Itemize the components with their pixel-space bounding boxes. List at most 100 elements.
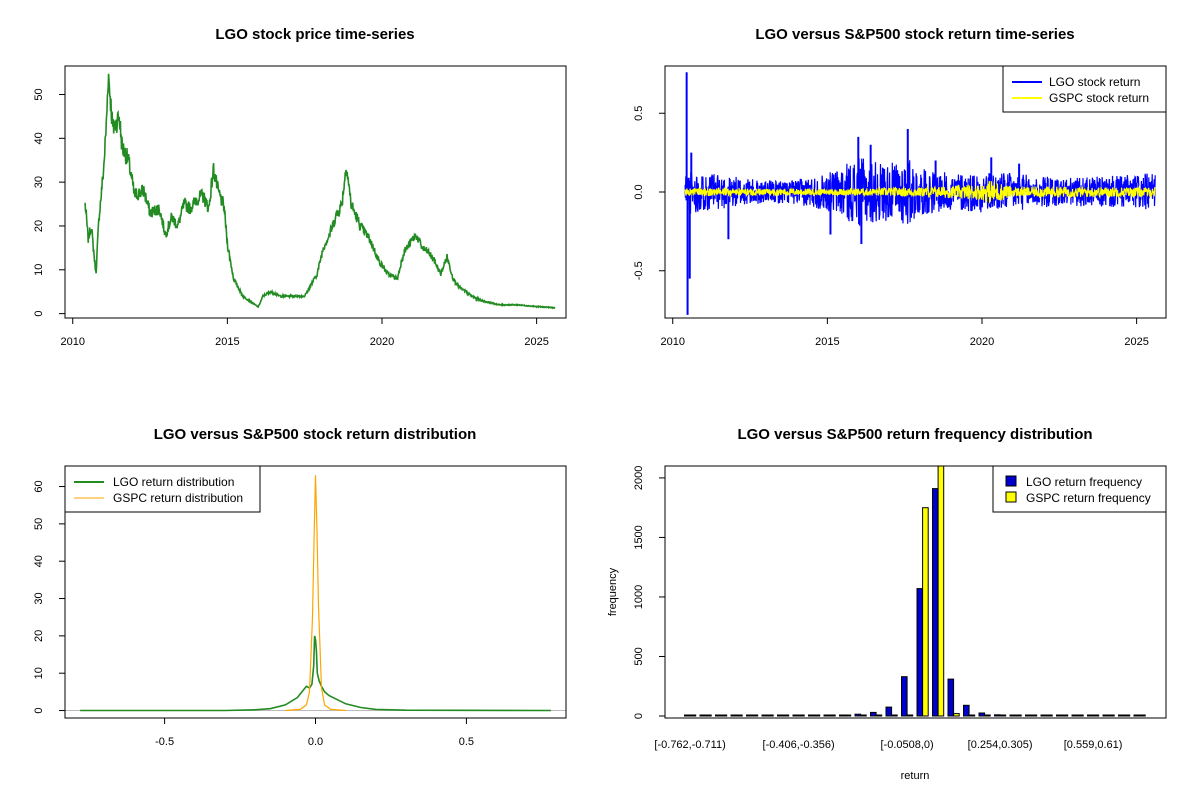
gspc-bar — [999, 714, 1007, 717]
x-category-label: [-0.406,-0.356) — [763, 739, 835, 751]
lgo-bar — [1009, 714, 1017, 717]
legend-swatch-gspc — [1005, 491, 1017, 503]
x-tick-label: 2025 — [1124, 336, 1148, 348]
gspc-bar — [1030, 714, 1038, 717]
gspc-bar — [937, 466, 945, 717]
legend-label: LGO return frequency — [1026, 475, 1142, 489]
plot-frame — [664, 65, 1167, 319]
axes: 0 500 1000 1500 2000 [-0.762,-0.711) [-0.406,-… — [633, 466, 1122, 751]
gspc-bar — [1092, 714, 1100, 717]
chart-title: LGO stock price time-series — [215, 26, 414, 43]
lgo-bar — [916, 588, 924, 717]
gspc-bar — [751, 714, 759, 717]
axes: -0.5 0.0 0.5 0 10 20 30 40 50 60 — [33, 480, 474, 748]
chart-title: LGO versus S&P500 stock return time-seri… — [755, 26, 1074, 43]
gspc-bar — [720, 714, 728, 717]
lgo-bar — [839, 714, 846, 717]
lgo-return-line — [684, 158, 1156, 226]
gspc-bar — [1046, 714, 1053, 717]
lgo-bar — [1056, 714, 1063, 717]
y-tick-label: 0.5 — [633, 106, 645, 121]
gspc-bar — [1108, 714, 1115, 717]
x-tick-label: 2010 — [60, 336, 84, 348]
lgo-bar — [963, 704, 970, 717]
lgo-bar — [1133, 714, 1141, 717]
y-tick-label: 2000 — [633, 466, 645, 490]
gspc-bar — [860, 714, 867, 717]
x-tick-label: 2020 — [970, 336, 994, 348]
legend-box — [1002, 65, 1167, 113]
lgo-bar — [746, 714, 753, 717]
legend-label: GSPC return distribution — [113, 491, 243, 505]
lgo-bar — [730, 714, 738, 717]
lgo-bar — [932, 488, 939, 717]
x-tick-label: 0.0 — [308, 736, 323, 748]
gspc-bar — [1015, 714, 1022, 717]
lgo-bar — [1071, 714, 1079, 717]
lgo-bar — [885, 706, 893, 717]
lgo-bar — [854, 713, 862, 717]
x-category-label: [0.254,0.305) — [968, 739, 1033, 751]
x-tick-label: 0.5 — [459, 736, 474, 748]
plot-area — [684, 466, 1146, 717]
x-category-label: [0.559,0.61) — [1064, 739, 1123, 751]
lgo-bar — [684, 714, 691, 717]
gspc-bar — [1061, 714, 1069, 717]
lgo-bar — [792, 714, 800, 717]
chart-title: LGO versus S&P500 stock return distribut… — [154, 426, 477, 443]
gspc-bar — [705, 714, 712, 717]
y-tick-label: 60 — [33, 480, 45, 492]
lgo-bar — [1118, 714, 1125, 717]
gspc-bar — [1077, 714, 1084, 717]
y-tick-label: 0 — [633, 713, 645, 719]
y-tick-label: 30 — [33, 176, 45, 188]
gspc-bar — [984, 714, 991, 717]
legend-box — [64, 465, 261, 513]
x-tick-label: 2025 — [524, 336, 548, 348]
plot-frame — [64, 65, 567, 319]
gspc-bar — [875, 714, 883, 717]
legend-label: LGO stock return — [1049, 75, 1140, 89]
y-tick-label: 40 — [33, 555, 45, 567]
gspc-bar — [813, 714, 821, 717]
bars — [684, 466, 1146, 717]
panel-returns: LGO versus S&P500 stock return time-seri… — [633, 26, 1167, 348]
gspc-return-line — [684, 180, 1156, 204]
y-tick-label: 500 — [633, 647, 645, 665]
panel-price: LGO stock price time-series 2010 2015 2020… — [33, 26, 567, 348]
lgo-bar — [978, 712, 986, 717]
axes: 2010 2015 2020 2025 0 10 20 30 40 50 — [33, 88, 549, 348]
gspc-bar — [798, 714, 805, 717]
lgo-bar — [947, 678, 955, 717]
lgo-bar — [994, 714, 1001, 717]
y-tick-label: 50 — [33, 88, 45, 100]
lgo-bar — [715, 714, 722, 717]
gspc-bar — [767, 714, 774, 717]
x-category-label: [-0.762,-0.711) — [654, 739, 725, 751]
legend: LGO stock return GSPC stock return — [1002, 65, 1167, 113]
lgo-bar — [1087, 714, 1094, 717]
legend-label: LGO return distribution — [113, 475, 234, 489]
y-tick-label: 10 — [33, 667, 45, 679]
gspc-bar — [1123, 714, 1131, 717]
legend-box — [992, 465, 1167, 513]
lgo-density-line — [80, 635, 551, 712]
lgo-bar — [777, 714, 784, 717]
lgo-bar — [823, 714, 831, 717]
plot-area — [65, 475, 566, 712]
y-tick-label: -0.5 — [633, 261, 645, 280]
gspc-bar — [1139, 714, 1146, 717]
x-tick-label: 2015 — [215, 336, 239, 348]
y-tick-label: 10 — [33, 264, 45, 276]
lgo-bar — [901, 676, 908, 717]
price-line — [84, 73, 556, 310]
x-tick-label: 2020 — [370, 336, 394, 348]
gspc-density-line — [285, 475, 346, 712]
gspc-bar — [906, 714, 914, 717]
legend-label: GSPC return frequency — [1026, 491, 1151, 505]
y-tick-label: 30 — [33, 592, 45, 604]
gspc-bar — [922, 507, 929, 717]
gspc-bar — [782, 714, 790, 717]
x-tick-label: -0.5 — [155, 736, 174, 748]
